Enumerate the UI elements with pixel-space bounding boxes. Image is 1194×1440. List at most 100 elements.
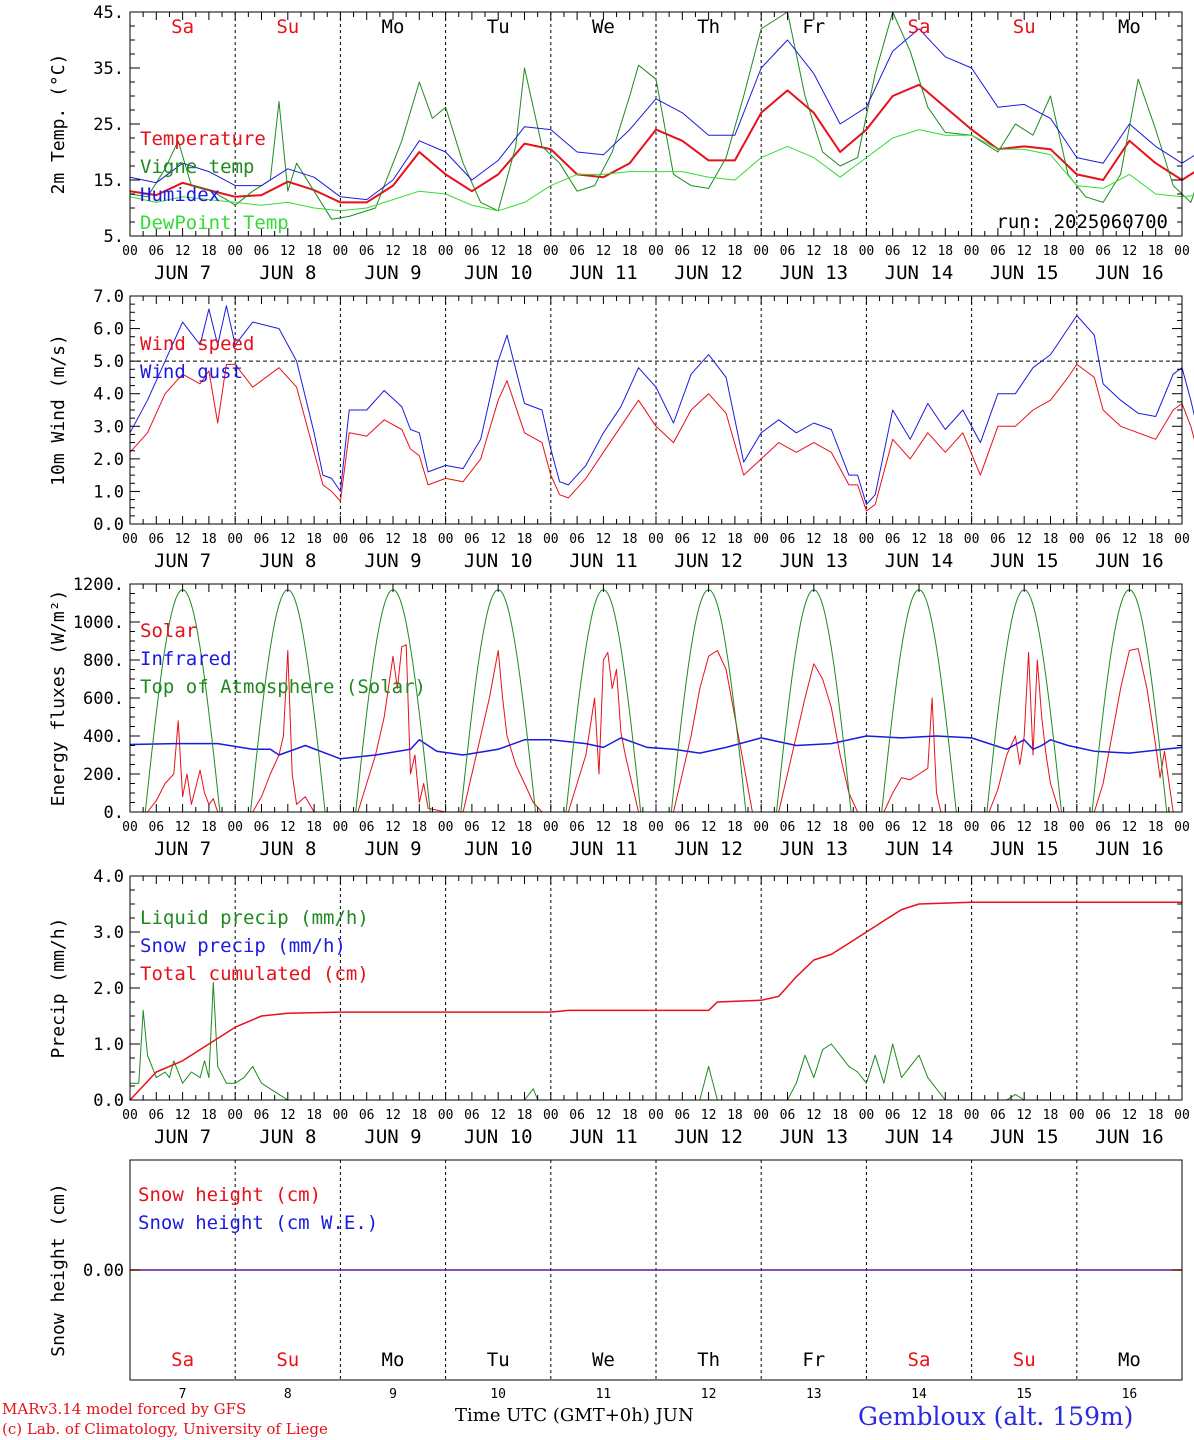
hour-tick-label: 18 xyxy=(832,244,848,259)
day-number: 10 xyxy=(490,1387,506,1402)
date-label: JUN 11 xyxy=(569,838,638,860)
hour-tick-label: 18 xyxy=(622,820,638,835)
date-label: JUN 8 xyxy=(259,838,316,860)
date-label: JUN 16 xyxy=(1095,838,1164,860)
hour-tick-label: 06 xyxy=(254,532,270,547)
series-line xyxy=(129,129,1194,212)
hour-tick-label: 06 xyxy=(254,244,270,259)
hour-tick-label: 18 xyxy=(517,820,533,835)
hour-tick-label: 18 xyxy=(411,532,427,547)
hour-tick-label: 00 xyxy=(753,1108,769,1123)
y-tick-label: 5. xyxy=(104,227,124,247)
day-number: 9 xyxy=(389,1387,397,1402)
hour-tick-label: 18 xyxy=(937,532,953,547)
hour-tick-label: 06 xyxy=(990,244,1006,259)
panel-precip: 0.0 1.0 2.0 3.0 4.0 Precip (mm/h) Liquid preci… xyxy=(48,867,1190,1148)
date-label: JUN 14 xyxy=(885,838,954,860)
panel-temp: 5. 15. 25. 35. 45. 2m Temp. (°C) Temperature Vi… xyxy=(48,3,1194,284)
legend-entry: Temperature xyxy=(140,128,266,150)
y-tick-label: 45. xyxy=(93,3,124,23)
hour-tick-label: 00 xyxy=(1174,820,1190,835)
day-number: 14 xyxy=(911,1387,927,1402)
hour-tick-label: 12 xyxy=(701,1108,717,1123)
hour-tick-label: 06 xyxy=(885,820,901,835)
hour-tick-label: 18 xyxy=(411,820,427,835)
hour-tick-label: 06 xyxy=(569,532,585,547)
hour-tick-label: 00 xyxy=(753,820,769,835)
hour-tick-label: 12 xyxy=(911,244,927,259)
date-label: JUN 9 xyxy=(364,1126,421,1148)
hour-tick-label: 06 xyxy=(254,820,270,835)
day-name: Su xyxy=(276,16,299,38)
day-name: Sa xyxy=(908,16,931,38)
x-axis-title: Time UTC (GMT+0h) JUN xyxy=(455,1405,694,1426)
hour-tick-label: 06 xyxy=(148,244,164,259)
hour-tick-label: 12 xyxy=(280,532,296,547)
hour-tick-label: 06 xyxy=(254,1108,270,1123)
hour-tick-label: 12 xyxy=(175,820,191,835)
y-tick-label: 0.0 xyxy=(93,1091,124,1111)
hour-tick-label: 18 xyxy=(1043,820,1059,835)
date-label: JUN 12 xyxy=(674,550,743,572)
hour-tick-label: 00 xyxy=(648,820,664,835)
hour-tick-label: 06 xyxy=(569,820,585,835)
hour-tick-label: 12 xyxy=(596,244,612,259)
hour-tick-label: 00 xyxy=(122,820,138,835)
hour-tick-label: 12 xyxy=(1016,532,1032,547)
day-number: 16 xyxy=(1122,1387,1138,1402)
day-name: We xyxy=(592,1349,615,1371)
hour-tick-label: 06 xyxy=(148,1108,164,1123)
hour-tick-label: 00 xyxy=(964,1108,980,1123)
hour-tick-label: 12 xyxy=(280,1108,296,1123)
date-label: JUN 10 xyxy=(464,1126,533,1148)
y-tick-label: 5.0 xyxy=(93,352,124,372)
y-tick-label: 0. xyxy=(104,803,124,823)
series-line xyxy=(129,901,1182,1101)
hour-tick-label: 06 xyxy=(674,1108,690,1123)
series-line xyxy=(129,11,1194,220)
hour-tick-label: 18 xyxy=(832,532,848,547)
hour-tick-label: 18 xyxy=(1148,1108,1164,1123)
hour-tick-label: 00 xyxy=(333,532,349,547)
date-label: JUN 7 xyxy=(154,550,211,572)
y-tick-label: 1.0 xyxy=(93,1035,124,1055)
hour-tick-label: 18 xyxy=(201,244,217,259)
run-label: run: 2025060700 xyxy=(996,211,1168,233)
series-line xyxy=(129,305,1194,505)
hour-tick-label: 06 xyxy=(148,532,164,547)
legend-entry: Snow height (cm) xyxy=(138,1184,321,1206)
hour-tick-label: 06 xyxy=(359,1108,375,1123)
hour-tick-label: 00 xyxy=(122,244,138,259)
hour-tick-label: 00 xyxy=(859,1108,875,1123)
day-name: Mo xyxy=(1118,1349,1141,1371)
legend-entry: Infrared xyxy=(140,648,232,670)
hour-tick-label: 00 xyxy=(1174,1108,1190,1123)
legend-entry: DewPoint Temp xyxy=(140,212,289,234)
legend-entry: Vigne temp xyxy=(140,156,254,178)
hour-tick-label: 18 xyxy=(1148,820,1164,835)
date-label: JUN 9 xyxy=(364,262,421,284)
date-label: JUN 13 xyxy=(779,1126,848,1148)
day-number: 11 xyxy=(596,1387,612,1402)
hour-tick-label: 12 xyxy=(806,1108,822,1123)
day-name: Tu xyxy=(487,1349,510,1371)
hour-tick-label: 06 xyxy=(464,532,480,547)
hour-tick-label: 12 xyxy=(701,820,717,835)
y-axis-label: 2m Temp. (°C) xyxy=(48,54,69,195)
hour-tick-label: 12 xyxy=(806,532,822,547)
hour-tick-label: 18 xyxy=(201,1108,217,1123)
hour-tick-label: 18 xyxy=(517,532,533,547)
y-tick-label: 2.0 xyxy=(93,979,124,999)
hour-tick-label: 12 xyxy=(911,1108,927,1123)
date-label: JUN 12 xyxy=(674,838,743,860)
hour-tick-label: 18 xyxy=(411,1108,427,1123)
series-line xyxy=(130,644,1182,813)
hour-tick-label: 00 xyxy=(543,1108,559,1123)
hour-tick-label: 06 xyxy=(674,244,690,259)
hour-tick-label: 18 xyxy=(517,1108,533,1123)
hour-tick-label: 00 xyxy=(543,244,559,259)
hour-tick-label: 18 xyxy=(1043,532,1059,547)
hour-tick-label: 12 xyxy=(175,1108,191,1123)
hour-tick-label: 12 xyxy=(1016,820,1032,835)
